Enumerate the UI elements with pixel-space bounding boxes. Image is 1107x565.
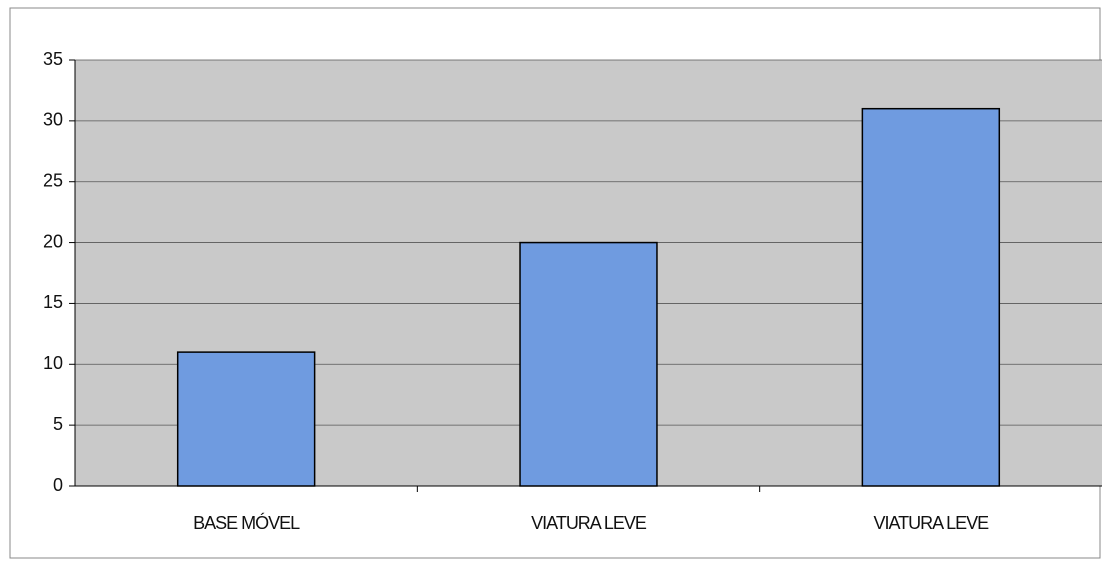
y-tick-label: 0 (53, 475, 63, 495)
y-tick-label: 15 (43, 292, 63, 312)
x-tick-label: BASE MÓVEL (193, 512, 300, 533)
bar (519, 241, 658, 487)
y-tick-label: 25 (43, 170, 63, 190)
y-tick-label: 20 (43, 231, 63, 251)
x-tick-label: VIATURA LEVE (531, 513, 647, 533)
x-tick-label: VIATURA LEVE (873, 513, 989, 533)
bar (176, 351, 316, 487)
y-tick-label: 30 (43, 110, 63, 130)
bar (861, 107, 1001, 487)
y-tick-label: 35 (43, 49, 63, 69)
y-tick-label: 10 (43, 353, 63, 373)
y-tick-label: 5 (53, 414, 63, 434)
